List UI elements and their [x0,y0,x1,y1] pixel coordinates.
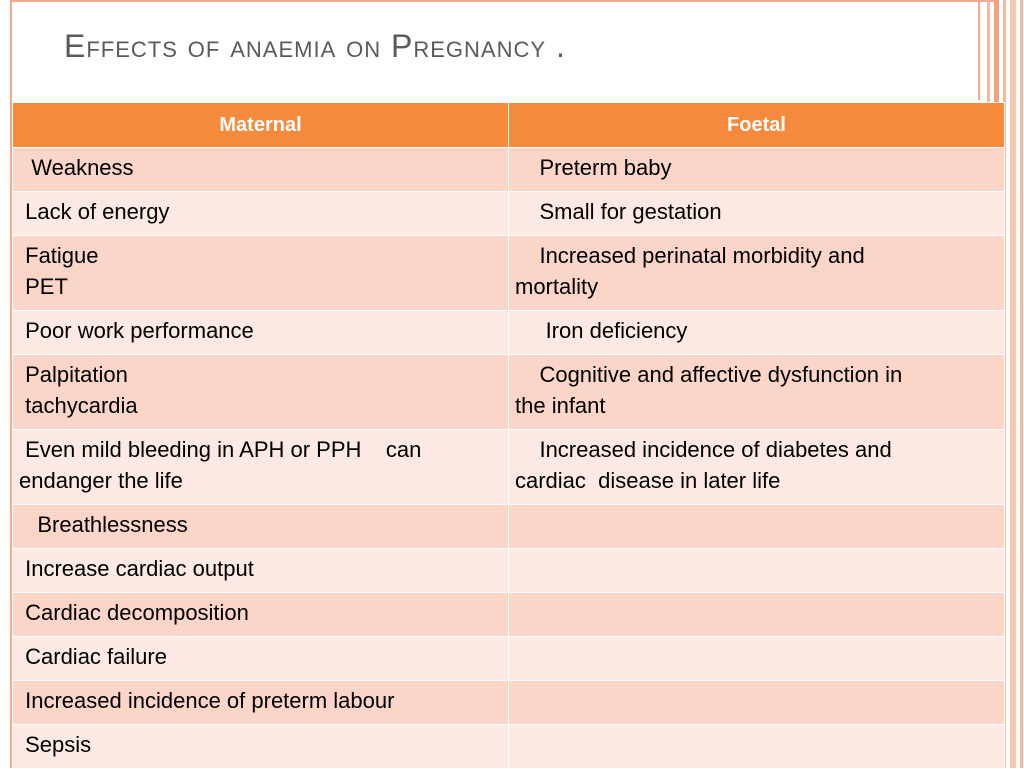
foetal-cell [508,504,1005,549]
foetal-cell [508,680,1005,725]
foetal-cell: Small for gestation [508,191,1005,236]
maternal-cell: Sepsis [12,724,509,769]
foetal-cell [508,724,1005,769]
maternal-cell: Fatigue PET [12,235,509,311]
table-row: Breathlessness [12,504,1005,549]
maternal-cell: Weakness [12,147,509,192]
table-row: Sepsis [12,724,1005,769]
table-body: Weakness Preterm baby Lack of energy Sma… [12,147,1005,769]
table-row: Palpitation tachycardia Cognitive and af… [12,354,1005,430]
header-foetal: Foetal [508,102,1005,148]
maternal-cell: Increased incidence of preterm labour [12,680,509,725]
maternal-cell: Cardiac failure [12,636,509,681]
slide-title: Effects of anaemia on Pregnancy . [64,28,566,65]
table-row: Increased incidence of preterm labour [12,680,1005,725]
foetal-cell [508,592,1005,637]
foetal-cell: Increased perinatal morbidity and mortal… [508,235,1005,311]
foetal-cell: Iron deficiency [508,310,1005,355]
slide-title-suffix: . [546,28,566,64]
foetal-cell: Increased incidence of diabetes and card… [508,429,1005,505]
foetal-cell [508,636,1005,681]
slide-frame-right [978,0,980,100]
maternal-cell: Even mild bleeding in APH or PPH can end… [12,429,509,505]
maternal-cell: Lack of energy [12,191,509,236]
header-maternal: Maternal [12,102,509,148]
table-row: Lack of energy Small for gestation [12,191,1005,236]
table-row: Even mild bleeding in APH or PPH can end… [12,429,1005,505]
maternal-cell: Increase cardiac output [12,548,509,593]
slide-frame-left [10,0,12,768]
table-row: Weakness Preterm baby [12,147,1005,192]
effects-table: Maternal Foetal Weakness Preterm baby La… [12,102,1005,769]
table-row: Fatigue PET Increased perinatal morbidit… [12,235,1005,311]
table-row: Cardiac decomposition [12,592,1005,637]
foetal-cell: Cognitive and affective dysfunction in t… [508,354,1005,430]
maternal-cell: Breathlessness [12,504,509,549]
maternal-cell: Palpitation tachycardia [12,354,509,430]
table-row: Poor work performance Iron deficiency [12,310,1005,355]
maternal-cell: Cardiac decomposition [12,592,509,637]
maternal-cell: Poor work performance [12,310,509,355]
slide-frame-top [10,0,994,2]
table-header-row: Maternal Foetal [12,102,1005,148]
foetal-cell [508,548,1005,593]
slide-title-text: Effects of anaemia on Pregnancy [64,28,547,64]
table-row: Increase cardiac output [12,548,1005,593]
foetal-cell: Preterm baby [508,147,1005,192]
table-row: Cardiac failure [12,636,1005,681]
